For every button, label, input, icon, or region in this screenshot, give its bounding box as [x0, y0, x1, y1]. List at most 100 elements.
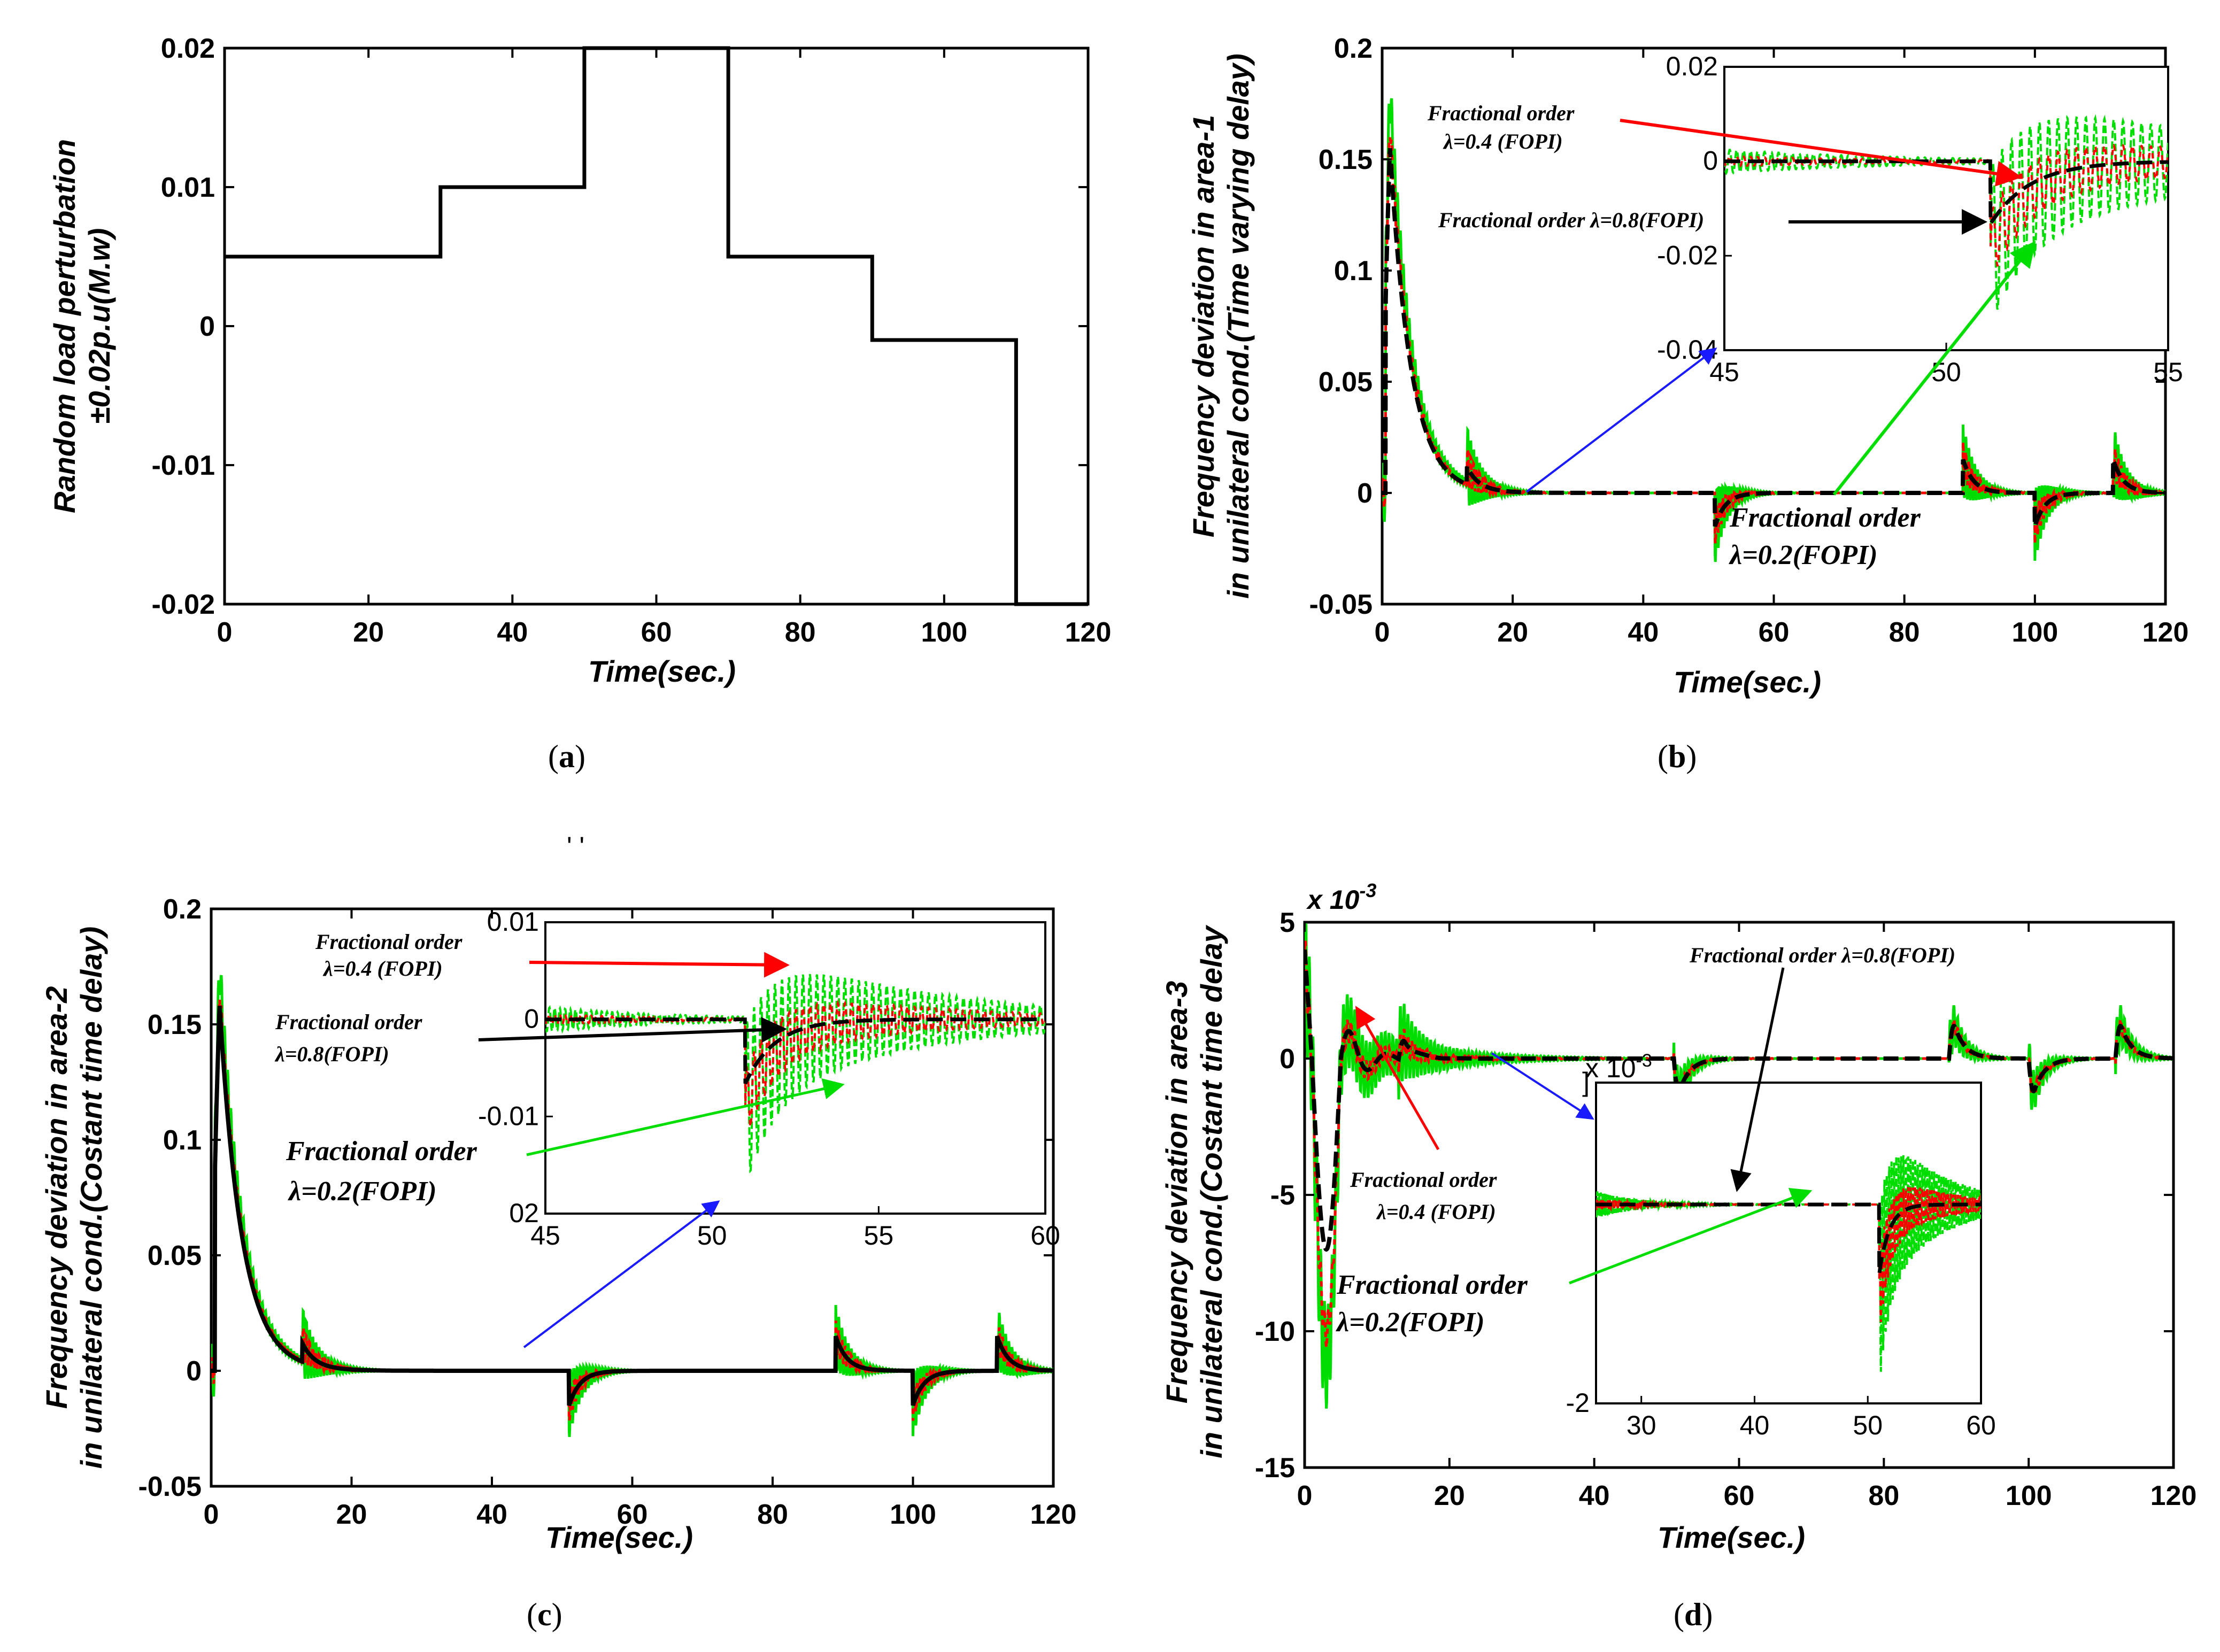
y-tick-label: -5 — [1270, 1180, 1295, 1211]
x-tick-label: 120 — [1030, 1499, 1077, 1530]
panel-c-ylabel-line2: in unilateral cond.(Costant time delay) — [74, 927, 108, 1469]
x-tick-label: 40 — [497, 617, 528, 648]
c-arrow-frac08 — [478, 1017, 787, 1043]
panel-d-plot — [1305, 922, 2173, 1409]
y-tick-label: 5 — [1279, 907, 1295, 938]
b-arrow-zoom — [1525, 348, 1717, 493]
y-tick-label: 0.01 — [161, 172, 215, 203]
series-fractional-order-0-8-fopi- — [1305, 949, 2173, 1252]
panel-c-ylabel: Frequency deviation in area-2 in unilate… — [40, 927, 108, 1469]
c-arrow-zoom — [523, 1200, 720, 1348]
series-fractional-order-0-8-fopi- — [1382, 148, 2165, 527]
x-tick-label: 20 — [1497, 617, 1528, 648]
panel-d-inset: 30 40 50 60-2]x 10-3 — [1566, 1051, 1996, 1440]
x-tick-label: 40 — [1628, 617, 1659, 648]
x-tick-label: 60 — [1724, 1480, 1755, 1511]
c-ann-frac02-line2: λ=0.2(FOPI) — [288, 1176, 437, 1207]
panel-d-ylabel-line2: in unilateral cond.(Costant time delay — [1194, 924, 1228, 1458]
inset-x-tick-label: 55 — [2153, 357, 2183, 387]
x-tick-label: 80 — [757, 1499, 788, 1530]
y-tick-label: 0.1 — [1334, 256, 1373, 287]
y-tick-label: 0 — [186, 1356, 202, 1387]
panel-a-caption: (a) — [548, 739, 585, 774]
series-load-perturbation — [225, 46, 1088, 606]
panel-b-plot — [1382, 98, 2165, 562]
panel-a-ylabel-line2: ±0.02p.u(M.w) — [82, 228, 116, 424]
inset-x-tick-label: 45 — [530, 1221, 560, 1250]
panel-c-ylabel-line1: Frequency deviation in area-2 — [40, 986, 73, 1409]
inset-y-tick-label: -0.04 — [1657, 335, 1718, 365]
panel-c-caption: (c) — [527, 1597, 562, 1632]
b-arrow-frac04 — [1620, 119, 2022, 187]
b-arrow-frac02 — [1832, 241, 2036, 496]
series-fractional-order-0-4-fopi- — [1305, 940, 2173, 1348]
panel-a-plot — [225, 46, 1088, 606]
panel-d: 0 20 40 60 80 100 120 -15 -10 -5 0 5 Time(sec.) x 1… — [1160, 879, 2196, 1632]
panel-a-ticks: 0 20 40 60 80 100 120 -0.02 -0.01 0 0.01 0.02 — [151, 33, 1111, 648]
inset-series-2 — [1724, 159, 2168, 230]
inset-y-tick-label: 0.02 — [1666, 51, 1718, 81]
x-tick-label: 40 — [1579, 1480, 1610, 1511]
c-ann-frac04-line1: Fractional order — [315, 930, 462, 954]
y-tick-label: 0.05 — [148, 1240, 202, 1271]
x-tick-label: 100 — [2006, 1480, 2052, 1511]
d-ann-frac04-line1: Fractional order — [1350, 1168, 1497, 1192]
panel-d-ticks: 0 20 40 60 80 100 120 -15 -10 -5 0 5 — [1255, 907, 2197, 1511]
b-ann-frac04-line2: λ=0.4 (FOPI) — [1443, 129, 1563, 153]
y-tick-label: -0.02 — [151, 589, 215, 620]
x-tick-label: 100 — [2011, 617, 2058, 648]
c-ann-frac02-line1: Fractional order — [286, 1136, 477, 1167]
y-tick-label: 0 — [199, 311, 215, 342]
panel-b-ylabel-line2: in unilateral cond.(Time varying delay) — [1221, 53, 1255, 599]
inset-x-tick-label: 50 — [1931, 357, 1961, 387]
d-ann-frac08: Fractional order λ=0.8(FOPI) — [1689, 943, 1955, 967]
panel-b-ylabel-line1: Frequency deviation in area-1 — [1186, 115, 1220, 537]
inset-x-tick-label: 60 — [1966, 1410, 1996, 1440]
inset-x-tick-label: 30 — [1627, 1410, 1656, 1440]
x-tick-label: 60 — [617, 1499, 648, 1530]
inset-x-tick-label: 50 — [1853, 1410, 1883, 1440]
panel-a-frame — [223, 47, 1090, 606]
y-tick-label: 0 — [1279, 1044, 1295, 1075]
y-tick-label: -10 — [1255, 1316, 1295, 1347]
y-tick-label: 0.2 — [1334, 33, 1373, 64]
x-tick-label: 20 — [1434, 1480, 1465, 1511]
panel-c-inset: 45 50 55 60 02 -0.01 0 0.01 — [478, 907, 1060, 1250]
c-ann-frac08-line2: λ=0.8(FOPI) — [274, 1042, 389, 1066]
inset-x-tick-label: 60 — [1030, 1221, 1060, 1250]
d-arrow-zoom — [1491, 1052, 1594, 1120]
d-arrow-frac08 — [1730, 967, 1785, 1192]
panel-d-exponent: x 10-3 — [1306, 879, 1376, 915]
b-ann-frac08: Fractional order λ=0.8(FOPI) — [1438, 208, 1704, 232]
panel-d-ylabel-line1: Frequency deviation in area-3 — [1160, 981, 1193, 1403]
y-tick-label: 0.15 — [148, 1009, 202, 1040]
y-tick-label: -0.05 — [138, 1471, 202, 1502]
panel-c-plot — [211, 975, 1053, 1437]
x-tick-label: 40 — [476, 1499, 507, 1530]
panel-c-xlabel: Time(sec.) — [545, 1520, 693, 1554]
inset-frame — [1723, 66, 2169, 351]
c-arrow-frac04 — [529, 952, 790, 978]
d-ann-frac02-line2: λ=0.2(FOPI) — [1336, 1307, 1485, 1338]
inset-y-tick-label: 0 — [1703, 146, 1718, 176]
inset-x-tick-label: 55 — [864, 1221, 894, 1250]
y-tick-label: 0.05 — [1319, 367, 1373, 398]
x-tick-label: 0 — [204, 1499, 219, 1530]
panel-a: 0 20 40 60 80 100 120 -0.02 -0.01 0 0.01 0.02 Time(… — [48, 33, 1111, 774]
b-ann-frac02-line2: λ=0.2(FOPI) — [1729, 540, 1878, 570]
inset-y-tick-label: 0.01 — [487, 907, 539, 937]
x-tick-label: 0 — [217, 617, 233, 648]
inset-y-tick-label: -2 — [1566, 1388, 1590, 1418]
annotations: Fractional order λ=0.4 (FOPI) Fractional… — [274, 101, 2036, 1348]
x-tick-label: 100 — [921, 617, 967, 648]
inset-x-tick-label: 40 — [1740, 1410, 1770, 1440]
panel-a-xlabel: Time(sec.) — [588, 654, 736, 688]
x-tick-label: 80 — [1889, 617, 1920, 648]
panel-c-clipped-label: ' ' — [567, 831, 584, 861]
d-arrow-frac04 — [1355, 1006, 1440, 1151]
y-tick-label: 0.1 — [163, 1125, 202, 1156]
